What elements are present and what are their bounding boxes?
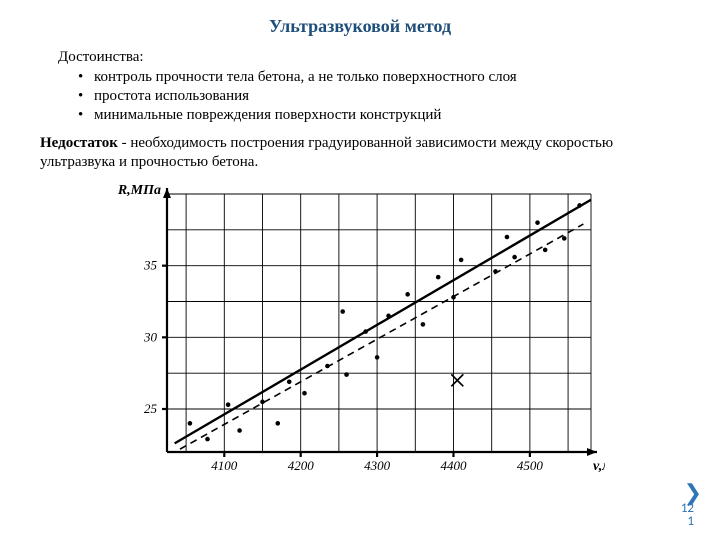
disadvantage-lead: Недостаток bbox=[40, 135, 118, 151]
list-item: минимальные повреждения поверхности конс… bbox=[78, 106, 680, 125]
svg-text:35: 35 bbox=[143, 257, 158, 272]
list-item: простота использования bbox=[78, 87, 680, 106]
advantages-label: Достоинства: bbox=[58, 49, 680, 66]
svg-text:4300: 4300 bbox=[364, 458, 391, 473]
svg-text:4200: 4200 bbox=[288, 458, 315, 473]
svg-text:R,МПа: R,МПа bbox=[117, 183, 161, 198]
page-title: Ультразвуковой метод bbox=[40, 16, 680, 37]
pagenum-bot: 1 bbox=[687, 514, 694, 529]
disadvantage-paragraph: Недостаток - необходимость построения гр… bbox=[40, 134, 680, 172]
list-item: контроль прочности тела бетона, а не тол… bbox=[78, 68, 680, 87]
advantages-list: контроль прочности тела бетона, а не тол… bbox=[78, 68, 680, 124]
svg-text:4500: 4500 bbox=[517, 458, 544, 473]
svg-text:v,м/с: v,м/с bbox=[593, 459, 605, 474]
calibration-chart: 4100 4200 4300 4400 4500 25 30 35 R,МПа v,м/с bbox=[115, 182, 605, 482]
svg-text:25: 25 bbox=[144, 401, 158, 416]
svg-text:4400: 4400 bbox=[440, 458, 467, 473]
disadvantage-text: - необходимость построения градуированно… bbox=[40, 135, 613, 170]
svg-text:30: 30 bbox=[143, 329, 158, 344]
page-number: ❯ 12 1 bbox=[681, 482, 694, 528]
svg-text:4100: 4100 bbox=[211, 458, 238, 473]
